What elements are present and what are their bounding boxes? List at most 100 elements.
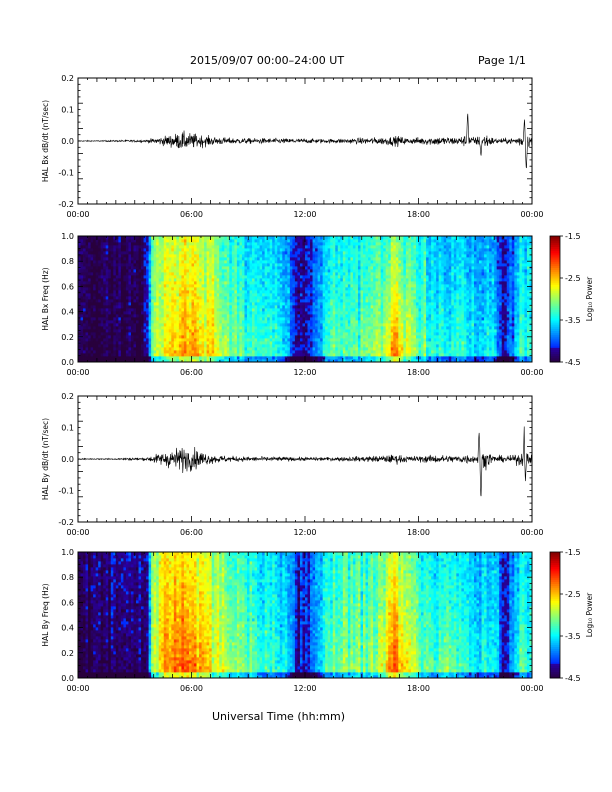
heatmap-cell <box>355 347 359 351</box>
heatmap-cell <box>269 308 273 312</box>
heatmap-cell <box>224 299 228 303</box>
heatmap-cell <box>277 284 281 288</box>
heatmap-cell <box>221 302 225 306</box>
heatmap-cell <box>186 260 190 264</box>
heatmap-cell <box>347 260 351 264</box>
heatmap-cell <box>90 296 94 300</box>
heatmap-cell <box>335 323 339 327</box>
heatmap-cell <box>310 251 313 255</box>
heatmap-cell <box>130 326 134 330</box>
heatmap-cell <box>93 359 97 363</box>
heatmap-cell <box>128 257 132 261</box>
heatmap-cell <box>269 257 273 261</box>
heatmap-cell <box>136 251 139 255</box>
heatmap-cell <box>340 254 344 258</box>
heatmap-cell <box>100 329 104 333</box>
heatmap-cell <box>136 290 139 294</box>
heatmap-cell <box>166 323 170 327</box>
heatmap-cell <box>183 245 187 249</box>
heatmap-cell <box>236 266 240 270</box>
heatmap-cell <box>130 257 134 261</box>
heatmap-cell <box>78 263 81 267</box>
heatmap-cell <box>206 254 210 258</box>
heatmap-cell <box>115 290 119 294</box>
heatmap-cell <box>254 305 258 309</box>
heatmap-cell <box>191 263 195 267</box>
heatmap-cell <box>347 332 351 336</box>
heatmap-cell <box>176 326 180 330</box>
heatmap-cell <box>151 326 155 330</box>
heatmap-cell <box>269 338 273 342</box>
heatmap-cell <box>138 308 142 312</box>
heatmap-cell <box>360 311 364 315</box>
heatmap-cell <box>325 302 329 306</box>
heatmap-cell <box>257 251 260 255</box>
heatmap-cell <box>259 272 263 276</box>
heatmap-cell <box>186 308 190 312</box>
heatmap-cell <box>118 323 122 327</box>
heatmap-cell <box>282 350 286 354</box>
heatmap-cell <box>284 254 288 258</box>
heatmap-cell <box>163 344 167 348</box>
heatmap-cell <box>115 257 119 261</box>
heatmap-cell <box>249 323 253 327</box>
heatmap-cell <box>363 320 366 324</box>
heatmap-cell <box>88 314 92 318</box>
heatmap-cell <box>105 263 109 267</box>
heatmap-cell <box>317 245 321 249</box>
heatmap-cell <box>315 302 319 306</box>
heatmap-cell <box>305 308 308 312</box>
heatmap-cell <box>110 296 114 300</box>
heatmap-cell <box>88 269 92 273</box>
heatmap-cell <box>332 260 336 264</box>
heatmap-cell <box>211 269 215 273</box>
heatmap-cell <box>151 320 155 324</box>
heatmap-cell <box>302 242 306 246</box>
heatmap-cell <box>141 317 144 321</box>
heatmap-cell <box>118 302 122 306</box>
heatmap-cell <box>342 254 346 258</box>
heatmap-cell <box>188 257 192 261</box>
heatmap-cell <box>282 284 286 288</box>
heatmap-cell <box>194 326 197 330</box>
heatmap-cell <box>315 311 319 315</box>
heatmap-cell <box>274 248 278 252</box>
heatmap-cell <box>239 278 243 282</box>
heatmap-cell <box>105 272 109 276</box>
heatmap-cell <box>264 272 268 276</box>
heatmap-cell <box>206 245 210 249</box>
heatmap-cell <box>113 296 117 300</box>
heatmap-cell <box>259 347 263 351</box>
heatmap-cell <box>239 284 243 288</box>
heatmap-cell <box>342 296 346 300</box>
heatmap-cell <box>83 344 86 348</box>
heatmap-cell <box>221 293 225 297</box>
heatmap-cell <box>201 290 205 294</box>
heatmap-cell <box>171 242 175 246</box>
heatmap-cell <box>224 275 228 279</box>
heatmap-cell <box>136 254 139 258</box>
heatmap-cell <box>352 236 356 240</box>
heatmap-cell <box>320 344 324 348</box>
heatmap-cell <box>108 260 112 264</box>
heatmap-cell <box>365 296 369 300</box>
heatmap-cell <box>88 272 92 276</box>
heatmap-cell <box>168 236 172 240</box>
heatmap-cell <box>352 263 356 267</box>
heatmap-cell <box>194 236 197 240</box>
heatmap-cell <box>287 332 291 336</box>
heatmap-cell <box>337 236 341 240</box>
heatmap-cell <box>219 287 223 291</box>
heatmap-cell <box>136 326 139 330</box>
heatmap-cell <box>214 311 218 315</box>
heatmap-cell <box>352 323 356 327</box>
heatmap-cell <box>221 353 225 357</box>
heatmap-cell <box>163 341 167 345</box>
heatmap-cell <box>110 308 114 312</box>
heatmap-cell <box>325 260 329 264</box>
heatmap-cell <box>287 257 291 261</box>
heatmap-cell <box>85 260 89 264</box>
heatmap-cell <box>345 359 349 363</box>
heatmap-cell <box>93 305 97 309</box>
heatmap-cell <box>365 278 369 282</box>
